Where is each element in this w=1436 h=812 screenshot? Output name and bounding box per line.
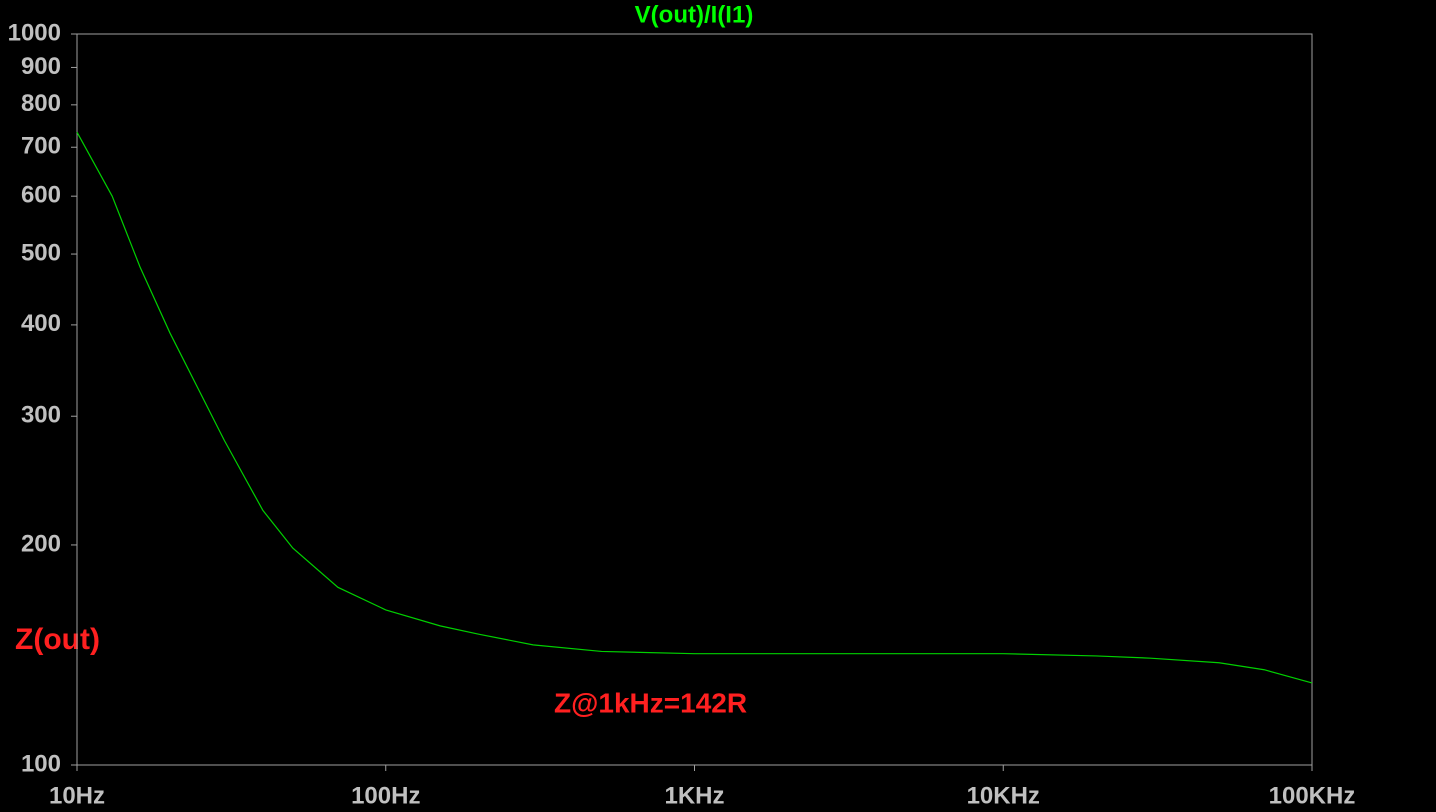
x-tick-label: 10Hz	[49, 782, 105, 809]
chart-title: V(out)/I(I1)	[635, 1, 754, 28]
y-tick-label: 500	[21, 239, 61, 266]
y-tick-label: 400	[21, 310, 61, 337]
x-tick-label: 100KHz	[1269, 782, 1356, 809]
x-tick-label: 100Hz	[351, 782, 420, 809]
y-tick-label: 900	[21, 53, 61, 80]
x-tick-label: 10KHz	[967, 782, 1040, 809]
line-series	[76, 131, 1313, 684]
y-tick-label: 100	[21, 750, 61, 777]
y-tick-label: 300	[21, 402, 61, 429]
y-tick-label: 600	[21, 182, 61, 209]
y-axis-label: Z(out)	[15, 623, 100, 656]
y-tick-label: 200	[21, 530, 61, 557]
y-tick-label: 1000	[8, 19, 61, 46]
y-tick-label: 800	[21, 90, 61, 117]
x-tick-label: 1KHz	[664, 782, 724, 809]
y-tick-label: 700	[21, 133, 61, 160]
annotation: Z@1kHz=142R	[554, 687, 747, 718]
plot-frame	[76, 33, 1313, 766]
